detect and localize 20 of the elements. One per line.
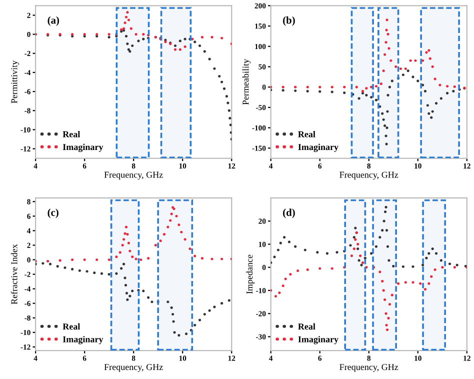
y-axis-title: Impedance xyxy=(246,254,254,294)
x-axis-title: Frequency, GHz xyxy=(340,364,398,372)
annotation: (c) xyxy=(48,208,58,218)
annotation: (b) xyxy=(283,16,295,26)
legend-label: Imaginary xyxy=(298,336,338,344)
legend-label: Real xyxy=(298,323,316,330)
legend-label: Real xyxy=(62,323,80,330)
annotation: (a) xyxy=(48,16,59,26)
legend-label: Real xyxy=(298,130,316,138)
x-axis-title: Frequency, GHz xyxy=(104,364,163,372)
y-axis-title: Permeability xyxy=(242,58,251,105)
annotation: (d) xyxy=(283,208,295,218)
y-axis-title: Permittivity xyxy=(11,60,20,104)
legend-label: Real xyxy=(62,130,80,138)
legend-label: Imaginary xyxy=(62,336,104,344)
x-axis-title: Frequency, GHz xyxy=(340,172,398,180)
legend-label: Imaginary xyxy=(298,144,338,152)
legend-label: Imaginary xyxy=(62,144,104,152)
y-axis-title: Refractive Index xyxy=(10,244,18,304)
x-axis-title: Frequency, GHz xyxy=(104,172,163,180)
